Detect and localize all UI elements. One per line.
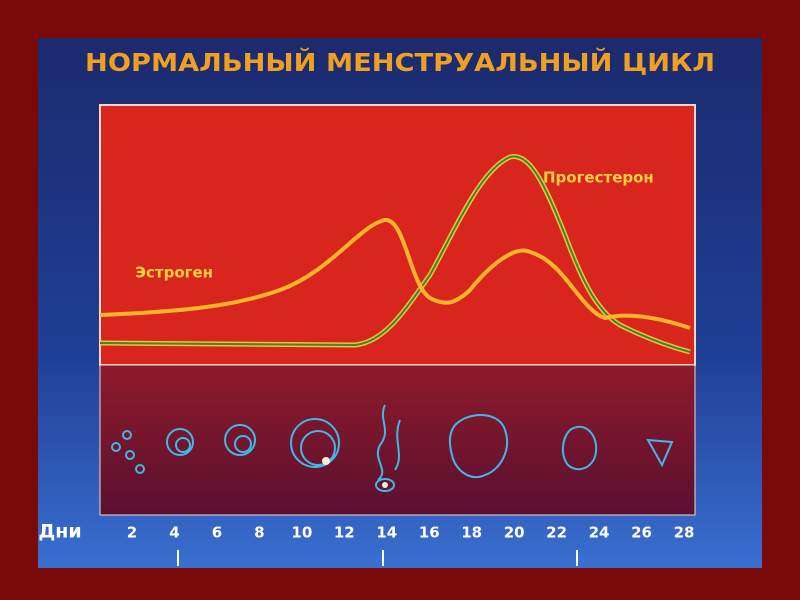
day-label: 22 <box>546 524 567 542</box>
day-label: 6 <box>212 524 222 542</box>
estrogen-label: Эстроген <box>135 264 213 282</box>
follicles <box>111 404 674 492</box>
day-label: 8 <box>254 524 264 542</box>
hormone-panel <box>99 104 696 366</box>
day-label: 16 <box>419 524 440 542</box>
day-label: 2 <box>127 524 137 542</box>
estrogen-curve <box>99 218 691 330</box>
axis-label: Дни <box>38 521 81 543</box>
day-label: 18 <box>461 524 482 542</box>
day-label: 12 <box>334 524 355 542</box>
progesterone-curve-core <box>99 155 691 353</box>
progesterone-label: Прогестерон <box>543 169 654 187</box>
day-label: 4 <box>169 524 179 542</box>
oocyte <box>382 482 388 488</box>
oocyte <box>322 457 330 465</box>
day-label: 24 <box>589 524 610 542</box>
title: НОРМАЛЬНЫЙ МЕНСТРУАЛЬНЫЙ ЦИКЛ <box>85 48 715 77</box>
day-label: 28 <box>674 524 695 542</box>
day-label: 10 <box>291 524 312 542</box>
day-label: 20 <box>504 524 525 542</box>
day-label: 14 <box>376 524 397 542</box>
day-label: 26 <box>631 524 652 542</box>
